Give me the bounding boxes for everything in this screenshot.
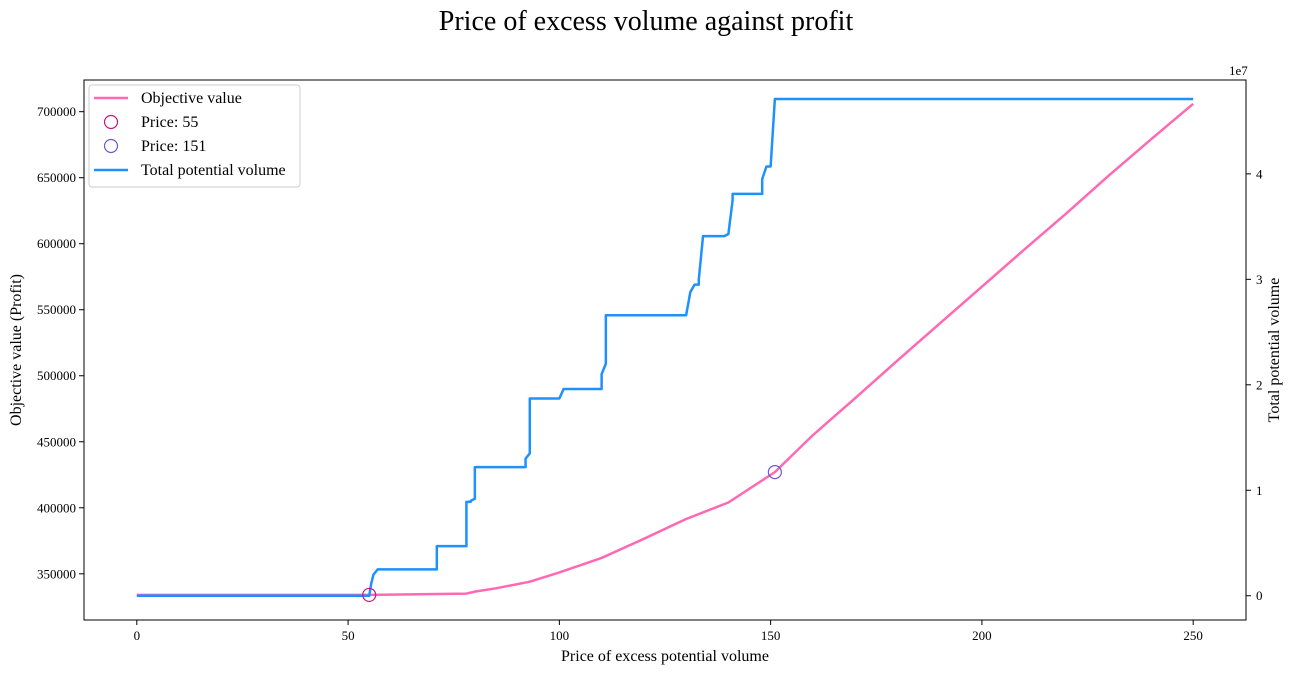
y-tick-label: 500000 xyxy=(37,368,76,383)
objective-value-line xyxy=(136,102,1194,597)
y-tick-label: 400000 xyxy=(37,500,76,515)
chart-title: Price of excess volume against profit xyxy=(439,6,854,37)
y-tick-label: 700000 xyxy=(37,104,76,119)
y-right-tick-label: 0 xyxy=(1256,588,1263,603)
y-tick-label: 350000 xyxy=(37,566,76,581)
legend-label: Objective value xyxy=(141,90,242,107)
marker-price-55 xyxy=(362,587,377,603)
legend-marker-swatch xyxy=(103,114,119,130)
legend-label: Price: 55 xyxy=(141,114,198,131)
plot-area xyxy=(136,97,1194,603)
y-right-tick-label: 3 xyxy=(1256,272,1263,287)
x-tick-label: 200 xyxy=(972,628,992,643)
x-tick-label: 250 xyxy=(1183,628,1203,643)
x-axis-label: Price of excess potential volume xyxy=(561,648,769,665)
total-potential-volume-line xyxy=(136,97,1194,597)
axes: 0 50 100 150 200 250 350000 400000 450000 500000 5… xyxy=(37,79,1263,643)
legend-box xyxy=(88,84,301,188)
legend-label: Price: 151 xyxy=(141,138,206,155)
x-tick-label: 100 xyxy=(550,628,570,643)
y-right-tick-label: 4 xyxy=(1256,166,1263,181)
x-tick-label: 150 xyxy=(761,628,781,643)
legend-label: Total potential volume xyxy=(141,162,286,179)
x-tick-label: 0 xyxy=(134,628,141,643)
y-right-tick-label: 2 xyxy=(1256,377,1263,392)
legend: Objective value Price: 55 Price: 151 Total … xyxy=(88,84,301,188)
right-axis-offset-text: 1e7 xyxy=(1229,63,1248,78)
marker-price-151 xyxy=(767,465,782,480)
plot-frame xyxy=(83,79,1247,621)
y-axis-label: Objective value (Profit) xyxy=(8,274,25,426)
y-right-axis-label: Total potential volume xyxy=(1266,278,1283,423)
y-tick-label: 650000 xyxy=(37,170,76,185)
y-tick-label: 550000 xyxy=(37,302,76,317)
y-tick-label: 450000 xyxy=(37,434,76,449)
legend-marker-swatch xyxy=(103,138,119,154)
y-tick-label: 600000 xyxy=(37,236,76,251)
y-right-tick-label: 1 xyxy=(1256,483,1263,498)
x-tick-label: 50 xyxy=(342,628,355,643)
